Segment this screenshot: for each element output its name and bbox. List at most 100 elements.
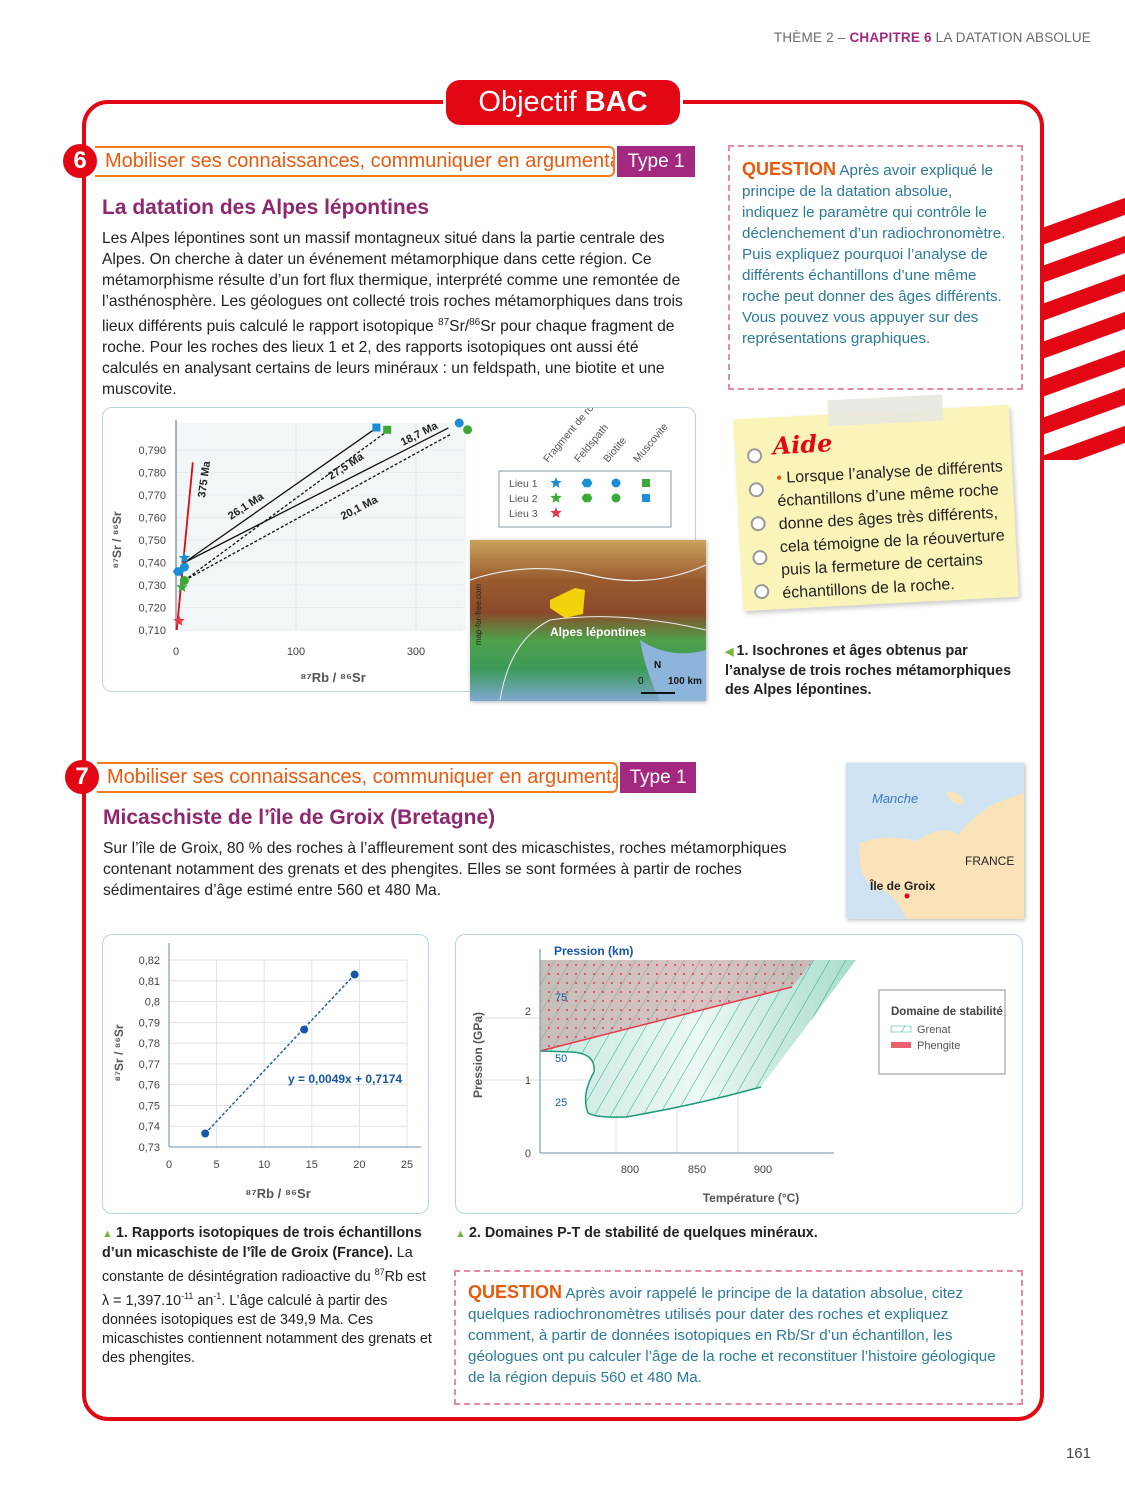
y-tick-label: 0,730 [138, 580, 166, 592]
isochron-line [184, 433, 452, 582]
isochron-label: 375 Ma [196, 460, 213, 499]
y-tick-label: 0,740 [138, 558, 166, 570]
exercise-number: 7 [65, 760, 99, 794]
isochron-line [184, 427, 377, 564]
exercise-text: Les Alpes lépontines sont un massif mont… [102, 230, 683, 399]
x-tick-label: 5 [214, 1159, 220, 1171]
legend-row-label: Lieu 3 [509, 508, 538, 520]
pt-svg: Pression (km) 0 1 2 25 50 75 800 850 900… [471, 944, 1006, 1205]
y-tick-label: 0,790 [138, 445, 166, 457]
x-tick: 850 [688, 1164, 706, 1176]
data-point-star [550, 507, 562, 518]
data-point-star [178, 552, 191, 563]
groix-marker [904, 893, 910, 899]
data-point-square [642, 494, 650, 502]
y-tick-label: 0,8 [145, 997, 160, 1009]
groix-isochron-chart: 0 5 10 15 20 25 0,73 0,74 0,75 0,76 0,77 0,78 0,79 0,… [102, 934, 429, 1214]
legend-column-label: Muscovite [631, 421, 671, 465]
x-axis-label: ⁸⁷Rb / ⁸⁶Sr [245, 1186, 311, 1201]
plot-area [176, 423, 466, 630]
x-axis-label: ⁸⁷Rb / ⁸⁶Sr [300, 670, 366, 685]
legend-column-label: Biotite [601, 435, 629, 465]
y-tick-label: 0,77 [139, 1059, 160, 1071]
x-tick-label: 300 [407, 646, 425, 658]
x-tick: 800 [621, 1164, 639, 1176]
exercise-text: Sur l’île de Groix, 80 % des roches à l’… [103, 840, 787, 899]
north-arrow: N [654, 660, 662, 671]
page-number: 161 [1065, 1445, 1091, 1462]
question-label: QUESTION [742, 159, 837, 179]
phengite-swatch [891, 1042, 911, 1048]
data-point-star [550, 477, 562, 488]
y-tick-label: 0,73 [139, 1142, 160, 1154]
depth-tick: 50 [555, 1053, 567, 1065]
y-tick-label: 0,720 [138, 603, 166, 615]
x-axis-label: Température (°C) [703, 1191, 800, 1205]
isochron-svg: 0,710 0,720 0,730 0,740 0,750 0,760 0,770 0,780… [110, 389, 672, 685]
x-tick: 900 [754, 1164, 772, 1176]
figure-caption: ▲ 2. Domaines P-T de stabilité de quelqu… [455, 1225, 818, 1241]
data-point-circle [611, 493, 621, 503]
question-box: QUESTION Après avoir rappelé le principe… [454, 1270, 1023, 1405]
decorative-stripes [1043, 190, 1125, 460]
y-tick: 0 [525, 1148, 531, 1160]
badge-prefix: Objectif [478, 86, 585, 118]
y-tick-label: 0,710 [138, 625, 166, 637]
grenat-swatch [890, 1025, 912, 1033]
exercise-title: Micaschiste de l’île de Groix (Bretagne) [103, 806, 496, 829]
y-tick: 2 [525, 1006, 531, 1018]
exercise-banner: Mobiliser ses connaissances, communiquer… [95, 146, 615, 177]
figure-caption: ◀ 1. Isochrones et âges obtenus par l’an… [725, 643, 1012, 698]
type-badge: Type 1 [617, 146, 695, 177]
map-country-label: FRANCE [965, 854, 1015, 868]
y-tick-label: 0,76 [139, 1080, 160, 1092]
isochron-line [184, 427, 449, 564]
legend-phengite: Phengite [917, 1040, 960, 1052]
aide-title: Aide [771, 428, 834, 461]
y-tick-label: 0,780 [138, 468, 166, 480]
y-tick-label: 0,75 [139, 1100, 160, 1112]
legend-title: Domaine de stabilité [891, 1006, 1003, 1018]
question-label: QUESTION [468, 1282, 563, 1302]
x-tick-label: 0 [173, 646, 179, 658]
depth-tick: 75 [555, 992, 567, 1004]
data-point-circle [179, 562, 189, 572]
chapter-title: LA DATATION ABSOLUE [931, 30, 1091, 45]
objectif-bac-badge: Objectif BAC [446, 80, 680, 125]
map-sea-label: Manche [872, 791, 919, 806]
chapter-label: CHAPITRE 6 [849, 30, 932, 45]
ring-icon [752, 549, 768, 566]
legend-grenat: Grenat [917, 1024, 951, 1036]
scale-bar [641, 692, 675, 694]
data-point-circle [179, 576, 189, 585]
x-tick-label: 25 [401, 1159, 413, 1171]
y-tick-label: 0,81 [139, 976, 160, 988]
data-point-star [176, 581, 188, 593]
data-point [350, 970, 359, 979]
y-tick-label: 0,78 [139, 1038, 160, 1050]
figure-caption: ▲ 1. Rapports isotopiques de trois échan… [102, 1225, 432, 1366]
isochron-line [175, 462, 194, 631]
question-box: QUESTION Après avoir expliqué le princip… [728, 145, 1023, 390]
data-point-hexagon [581, 493, 593, 503]
data-point-star [550, 492, 562, 503]
exercise-title: La datation des Alpes lépontines [102, 196, 430, 219]
y-tick-label: 0,82 [139, 955, 160, 967]
map-credit: map-for-free.com [474, 583, 484, 646]
theme-label: THÈME 2 – [773, 30, 850, 45]
x-tick-label: 20 [353, 1159, 365, 1171]
y-tick-label: 0,760 [138, 513, 166, 525]
y-tick-label: 0,750 [138, 535, 166, 547]
pt-diagram: Pression (km) 0 1 2 25 50 75 800 850 900… [455, 934, 1023, 1214]
y-tick-label: 0,79 [139, 1017, 160, 1029]
y-tick-label: 0,74 [139, 1121, 160, 1133]
ring-icon [750, 515, 767, 532]
data-point-circle [463, 425, 473, 435]
scale-label: 100 km [668, 676, 702, 687]
exercise-number: 6 [63, 144, 97, 178]
map-island-label: Île de Groix [870, 879, 936, 893]
y-tick-label: 0,770 [138, 490, 166, 502]
data-point-star [173, 615, 185, 626]
data-point-square [372, 423, 381, 432]
exercise-banner: Mobiliser ses connaissances, communiquer… [97, 762, 618, 793]
